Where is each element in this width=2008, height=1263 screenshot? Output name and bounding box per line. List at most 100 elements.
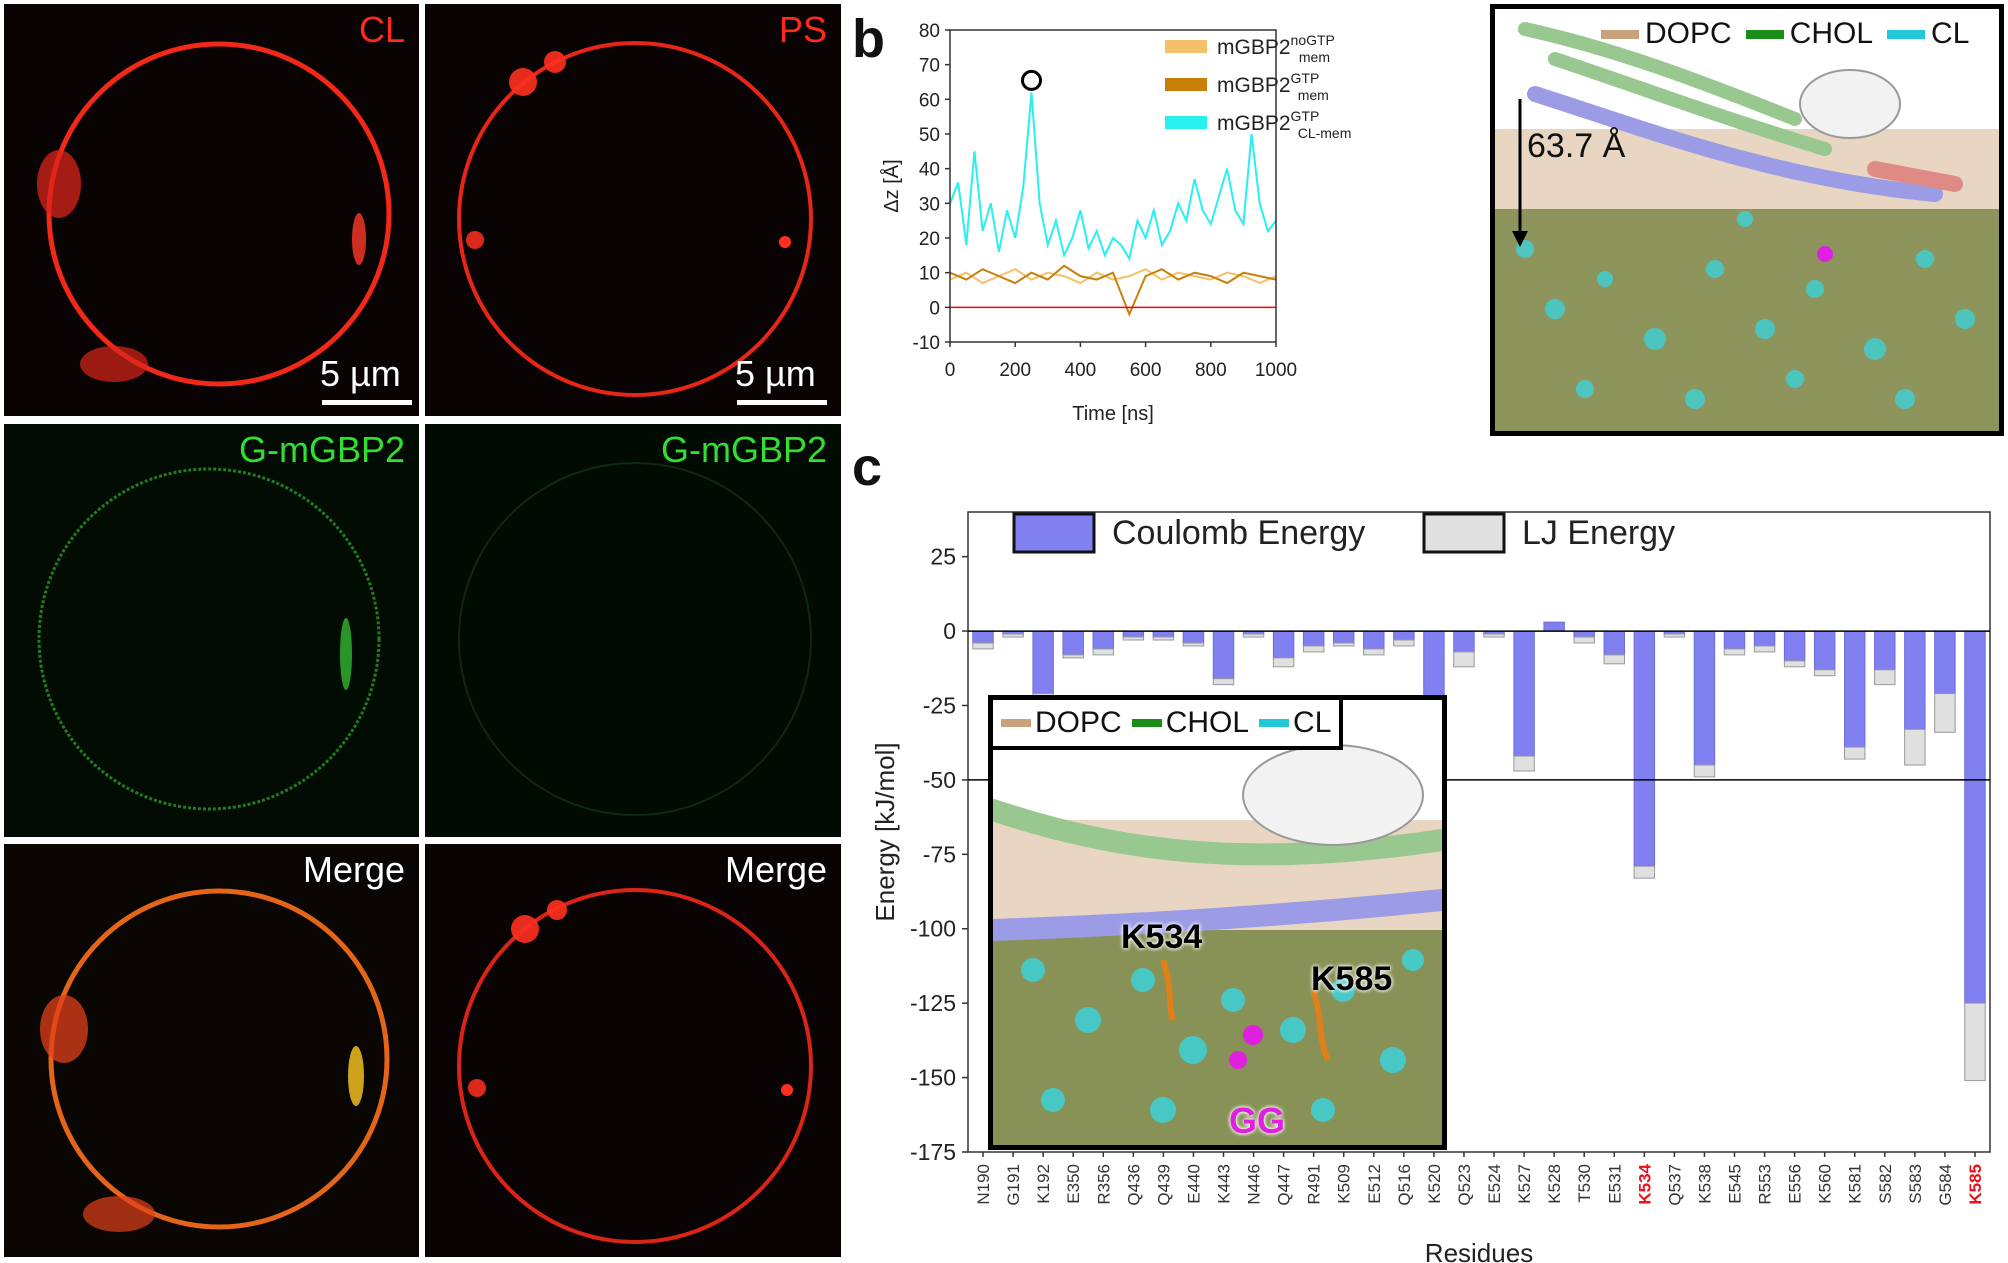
plot-frame [967, 511, 1991, 1153]
x-tick-label: R356 [1094, 1164, 1113, 1205]
x-axis-label: Time [ns] [1072, 403, 1154, 425]
legend-label-cl: CL [1293, 706, 1332, 739]
y-tick-label: -50 [923, 767, 956, 793]
lj-bar [1513, 755, 1535, 772]
x-tick-label: S582 [1876, 1164, 1895, 1204]
coulomb-bar [972, 630, 994, 644]
x-tick-label: E556 [1786, 1164, 1805, 1204]
x-tick-label: T530 [1575, 1164, 1594, 1203]
y-axis-label: Δz [Å] [880, 159, 903, 212]
y-axis-label: Energy [kJ/mol] [870, 742, 900, 921]
lj-bar [1212, 678, 1235, 686]
legend-label: mGBP2GTP CL-mem [1217, 108, 1351, 141]
coulomb-bar [1212, 630, 1235, 680]
legend-label-chol: CHOL [1165, 706, 1250, 739]
x-tick-label: K443 [1215, 1164, 1234, 1204]
scale-bar-label: 5 µm [320, 353, 401, 394]
y-tick-label: 10 [919, 264, 940, 285]
lj-bar [1363, 648, 1385, 656]
vesicle-ring [458, 462, 812, 816]
x-tick-label: R491 [1305, 1164, 1324, 1205]
energy-bar-chart: N190 G191 K192 E350 R356 Q436 Q439 E440 K443 N446… [870, 511, 1991, 1263]
y-tick-label: 20 [919, 229, 940, 250]
micrograph-merge-ps: Merge [425, 844, 841, 1257]
x-tick-label: R553 [1756, 1164, 1775, 1205]
x-tick-label: Q523 [1455, 1164, 1474, 1206]
coulomb-bar [1092, 630, 1114, 650]
coulomb-bar [1874, 630, 1896, 671]
lj-bar [1152, 636, 1175, 641]
panel-label-b: b [852, 9, 885, 69]
x-tick-label: K528 [1545, 1164, 1564, 1204]
coulomb-bar [1964, 630, 1986, 1004]
x-tick-label: E545 [1726, 1164, 1745, 1204]
x-tick-label: E512 [1365, 1164, 1384, 1204]
x-tick-label: Q447 [1275, 1164, 1294, 1206]
y-tick-label: -100 [910, 916, 956, 942]
y-tick-label: 80 [919, 21, 940, 42]
coulomb-bar [1513, 630, 1535, 757]
lj-bar [1302, 645, 1325, 653]
x-axis-label: Residues [1425, 1238, 1533, 1263]
y-tick-label: 25 [930, 544, 956, 570]
legend-swatch [1165, 78, 1207, 91]
legend-label-dopc: DOPC [1645, 17, 1732, 50]
x-tick-label: K534 [1635, 1163, 1654, 1204]
membrane-illustration [993, 700, 1442, 1145]
legend-label: Coulomb Energy [1112, 514, 1365, 552]
coulomb-bar [1393, 630, 1415, 641]
x-tick-label: Q436 [1124, 1164, 1143, 1206]
residue-label-gg: GG [1229, 1100, 1286, 1141]
coulomb-bar [1753, 630, 1776, 647]
lj-bar [1813, 669, 1836, 677]
legend-swatch-chol [1131, 719, 1162, 727]
coulomb-bar [1152, 630, 1175, 638]
y-tick-label: -25 [923, 692, 956, 718]
y-tick-label: 70 [919, 56, 940, 77]
lj-bar [1242, 633, 1265, 638]
legend-swatch [1165, 40, 1207, 53]
lj-bar [1633, 865, 1656, 879]
series-line-0 [949, 268, 1277, 285]
coulomb-bar [1272, 630, 1295, 659]
residue-label-k585: K585 [1311, 960, 1393, 998]
vesicle-ring [457, 888, 813, 1244]
x-tick-label: G191 [1004, 1164, 1023, 1206]
channel-label: Merge [724, 849, 827, 890]
series-line-1 [949, 264, 1277, 317]
legend-label-chol: CHOL [1789, 17, 1874, 50]
coulomb-bar [1844, 630, 1866, 748]
residue-label-k534: K534 [1121, 918, 1203, 956]
y-tick-label: -125 [910, 990, 956, 1016]
coulomb-bar [1122, 630, 1145, 638]
x-tick-label: E440 [1184, 1164, 1203, 1204]
legend-swatch-cl [1259, 719, 1290, 727]
scale-bar-label: 5 µm [735, 353, 816, 394]
x-tick-label: K560 [1816, 1164, 1835, 1204]
lj-bar [1693, 764, 1716, 778]
y-tick-label: 0 [943, 618, 956, 644]
md-snapshot-b: 63.7 Å DOPC CHOL CL [1490, 4, 2004, 436]
coulomb-bar [1363, 630, 1385, 650]
membrane-illustration [1495, 9, 1999, 431]
coulomb-bar [1723, 630, 1746, 650]
coulomb-bar [1333, 630, 1355, 644]
x-tick-label: Q537 [1665, 1164, 1684, 1206]
lj-bar [1753, 645, 1776, 653]
lj-bar [1062, 654, 1084, 659]
y-tick-label: -175 [910, 1139, 956, 1165]
legend-swatch-cl [1887, 29, 1926, 39]
x-tick-label: 800 [1195, 360, 1227, 381]
legend-label-cl: CL [1931, 17, 1970, 50]
coulomb-bar [1693, 630, 1716, 766]
micrograph-gfp-ps: G-mGBP2 [425, 424, 841, 837]
coulomb-bar [1062, 630, 1084, 656]
coulomb-bar [1543, 621, 1565, 632]
lj-bar [1723, 648, 1746, 656]
x-tick-label: K192 [1034, 1164, 1053, 1204]
inset-legend: DOPC CHOL CL [993, 700, 1344, 750]
micrograph-cl: CL 5 µm [4, 4, 419, 416]
legend-swatch [1165, 116, 1207, 129]
x-tick-label: Q439 [1154, 1164, 1173, 1206]
